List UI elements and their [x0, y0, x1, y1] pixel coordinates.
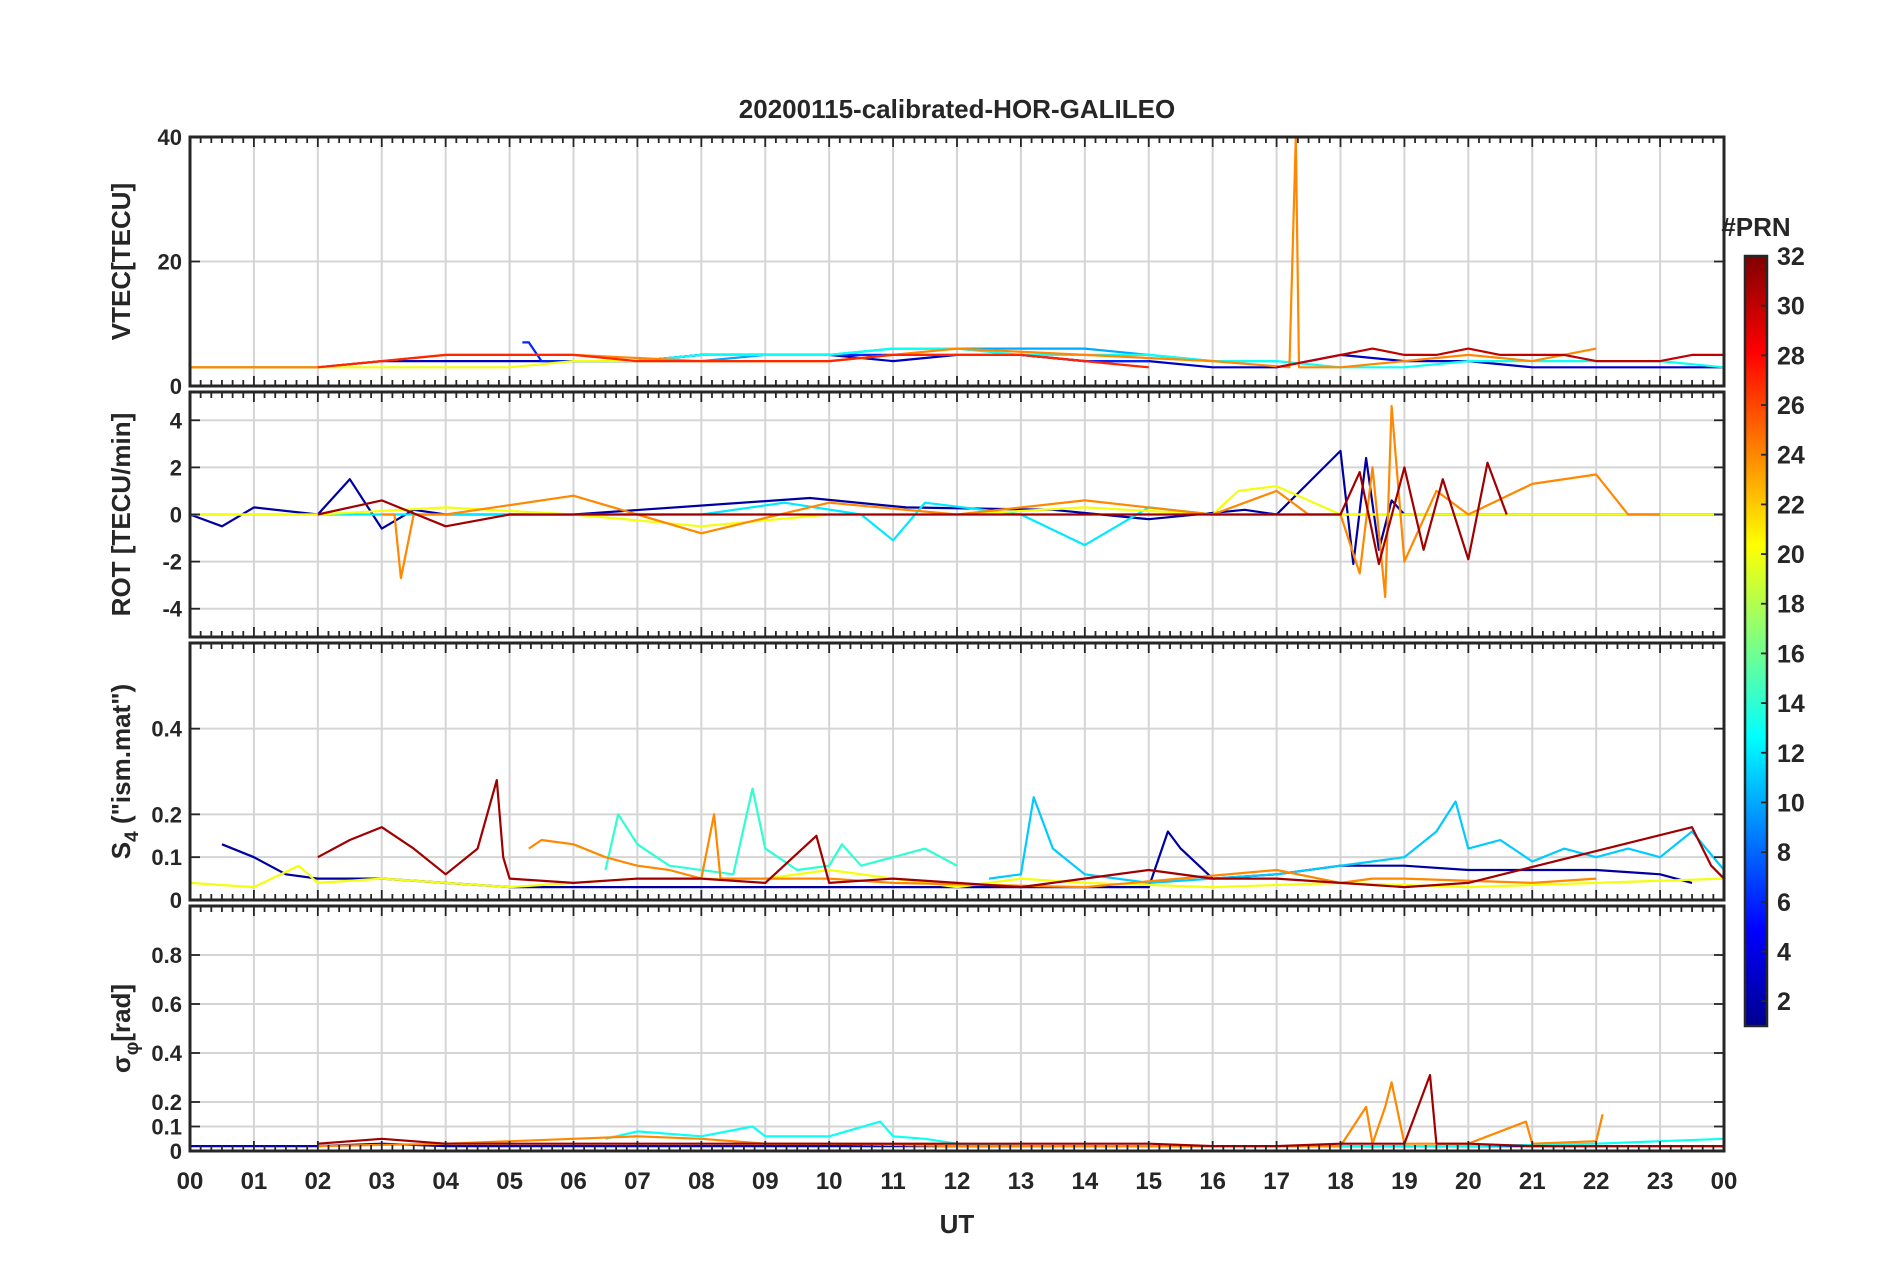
- x-tick-label: 13: [1008, 1168, 1035, 1195]
- colorbar-title: #PRN: [1721, 212, 1790, 242]
- series-line-prn-11: [988, 796, 1724, 885]
- x-tick-label: 03: [368, 1168, 395, 1195]
- x-tick-label: 14: [1071, 1168, 1098, 1195]
- x-tick-label: 21: [1519, 1168, 1546, 1195]
- y-tick-label: 0.2: [151, 802, 182, 827]
- y-tick-label: 0.4: [151, 1041, 182, 1066]
- colorbar-tick-label: 26: [1777, 392, 1805, 420]
- colorbar-tick-label: 16: [1777, 640, 1805, 668]
- x-tick-label: 00: [1711, 1168, 1738, 1195]
- figure-title: 20200115-calibrated-HOR-GALILEO: [739, 94, 1175, 124]
- y-tick-label: 0.1: [151, 845, 182, 870]
- x-tick-label: 09: [752, 1168, 779, 1195]
- colorbar-gradient: [1745, 256, 1767, 1026]
- x-tick-label: 22: [1583, 1168, 1610, 1195]
- axes-frame-s4: [188, 641, 1726, 902]
- x-tick-label: 05: [496, 1168, 523, 1195]
- x-tick-label: 07: [624, 1168, 651, 1195]
- colorbar-tick-label: 32: [1777, 243, 1805, 271]
- y-tick-label: -4: [162, 597, 182, 622]
- x-tick-label: 08: [688, 1168, 715, 1195]
- y-tick-label: 0.4: [151, 717, 182, 742]
- x-axis-label: UT: [940, 1209, 975, 1239]
- x-tick-label: 15: [1135, 1168, 1162, 1195]
- x-tick-label: 00: [177, 1168, 204, 1195]
- y-tick-label: 0.2: [151, 1090, 182, 1115]
- series-line-prn-30: [1276, 347, 1724, 369]
- colorbar-frame: [1743, 254, 1769, 1028]
- y-axis-label-s4: S4 ("ism.mat"): [106, 684, 143, 859]
- colorbar-tick-label: 20: [1777, 541, 1805, 569]
- colorbar-tick-label: 28: [1777, 342, 1805, 370]
- axes-frame-vtec: [188, 135, 1726, 388]
- series-line-prn-13: [637, 347, 1724, 369]
- colorbar-tick-label: 10: [1777, 789, 1805, 817]
- colorbar-tick-label: 24: [1777, 442, 1805, 470]
- x-tick-label: 04: [432, 1168, 459, 1195]
- x-tick-label: 16: [1199, 1168, 1226, 1195]
- colorbar-tick-label: 14: [1777, 690, 1805, 718]
- x-tick-label: 06: [560, 1168, 587, 1195]
- colorbar-tick-label: 4: [1777, 938, 1791, 966]
- y-tick-label: 2: [170, 455, 182, 480]
- axes-frame-sigma_phi: [188, 904, 1726, 1153]
- y-tick-label: 0.6: [151, 992, 182, 1017]
- colorbar-tick-label: 12: [1777, 740, 1805, 768]
- x-tick-label: 11: [880, 1168, 905, 1195]
- y-tick-label: 0: [170, 1139, 182, 1164]
- y-axis-label-vtec: VTEC[TECU]: [106, 183, 136, 340]
- x-tick-label: 19: [1391, 1168, 1418, 1195]
- y-tick-label: 40: [158, 125, 182, 150]
- x-tick-label: 18: [1327, 1168, 1354, 1195]
- y-tick-label: 0.8: [151, 943, 182, 968]
- series-line-prn-24: [528, 813, 1597, 889]
- y-tick-label: 0: [170, 503, 182, 528]
- x-tick-label: 01: [241, 1168, 268, 1195]
- colorbar-tick-label: 22: [1777, 491, 1805, 519]
- colorbar-tick-label: 8: [1777, 839, 1791, 867]
- series-line-prn-31: [317, 461, 1508, 566]
- y-axis-label-rot: ROT [TECU/min]: [106, 413, 136, 617]
- series-group: [190, 778, 1724, 889]
- series-line-prn-27: [317, 353, 1149, 369]
- panel-rot: -4 -2 0 2 4 ROT [TECU/min]: [106, 390, 1726, 639]
- y-axis-label-sigma_phi: σφ[rad]: [106, 984, 143, 1073]
- series-line-prn-31: [317, 778, 1724, 889]
- axes-frame-rot: [188, 390, 1726, 639]
- x-tick-label: 12: [944, 1168, 971, 1195]
- x-tick-label: 17: [1263, 1168, 1290, 1195]
- series-group: [190, 405, 1724, 599]
- series-group: [190, 137, 1724, 369]
- colorbar-tick-label: 2: [1777, 988, 1791, 1016]
- series-line-prn-20: [190, 864, 1724, 889]
- colorbar-tick-label: 18: [1777, 591, 1805, 619]
- colorbar-tick-label: 30: [1777, 293, 1805, 321]
- y-tick-label: 0.1: [151, 1115, 182, 1140]
- y-tick-label: -2: [162, 550, 182, 575]
- y-tick-label: 20: [158, 250, 182, 275]
- panel-vtec: 0 20 40 VTEC[TECU]: [106, 125, 1726, 399]
- panel-sigma_phi: 00.10.2 0.4 0.6 0.8 σφ[rad]: [106, 904, 1726, 1164]
- x-tick-label: 20: [1455, 1168, 1482, 1195]
- series-line-prn-14: [604, 787, 958, 876]
- x-tick-label: 10: [816, 1168, 843, 1195]
- panel-s4: 0 0.1 0.2 0.4 S4 ("ism.mat"): [106, 641, 1726, 913]
- y-tick-label: 0: [170, 374, 182, 399]
- y-tick-label: 0: [170, 888, 182, 913]
- x-tick-label: 23: [1647, 1168, 1674, 1195]
- x-tick-label: 02: [304, 1168, 331, 1195]
- colorbar-tick-label: 6: [1777, 889, 1791, 917]
- y-tick-label: 4: [170, 408, 183, 433]
